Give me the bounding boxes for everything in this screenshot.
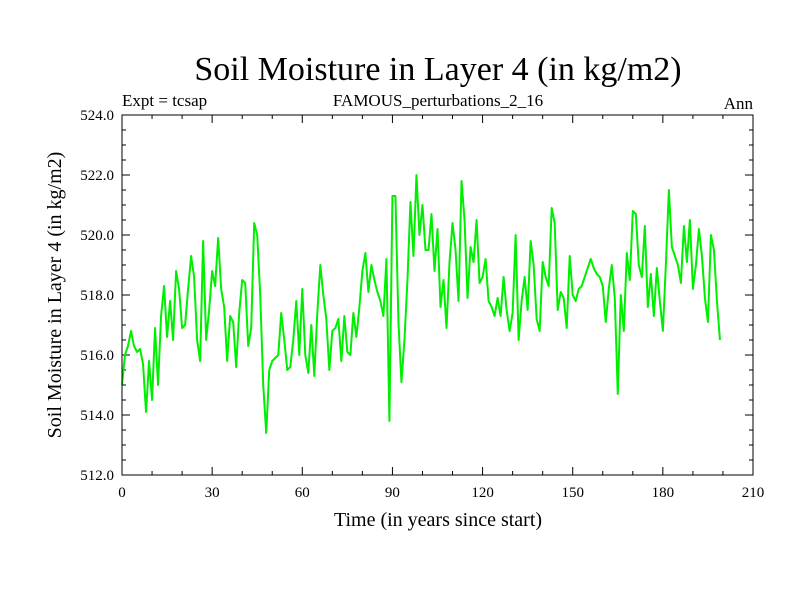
x-tick-label: 210 [742, 485, 765, 501]
y-axis-label: Soil Moisture in Layer 4 (in kg/m2) [44, 152, 66, 439]
x-tick-label: 60 [295, 485, 310, 501]
x-tick-label: 0 [118, 485, 126, 501]
plot-frame [121, 114, 754, 476]
x-axis-label: Time (in years since start) [334, 509, 542, 531]
x-tick-label: 180 [652, 485, 675, 501]
y-tick-label: 512.0 [80, 468, 114, 484]
y-tick-label: 524.0 [80, 108, 114, 124]
y-tick-label: 518.0 [80, 288, 114, 304]
x-tick-label: 150 [561, 485, 584, 501]
run-name-label: FAMOUS_perturbations_2_16 [333, 91, 543, 110]
x-tick-label: 90 [385, 485, 400, 501]
period-label: Ann [724, 94, 754, 113]
y-tick-labels: 512.0 514.0 516.0 518.0 520.0 522.0 524.0 [80, 108, 114, 484]
x-tick-labels: 0 30 60 90 120 150 180 210 [118, 485, 764, 501]
y-tick-label: 520.0 [80, 228, 114, 244]
x-tick-label: 120 [471, 485, 494, 501]
series-line [121, 174, 721, 434]
chart-title: Soil Moisture in Layer 4 (in kg/m2) [194, 51, 681, 88]
y-tick-label: 516.0 [80, 348, 114, 364]
axis-ticks [121, 114, 754, 476]
experiment-label: Expt = tcsap [122, 91, 207, 110]
y-tick-label: 522.0 [80, 168, 114, 184]
x-tick-label: 30 [205, 485, 220, 501]
y-tick-label: 514.0 [80, 408, 114, 424]
